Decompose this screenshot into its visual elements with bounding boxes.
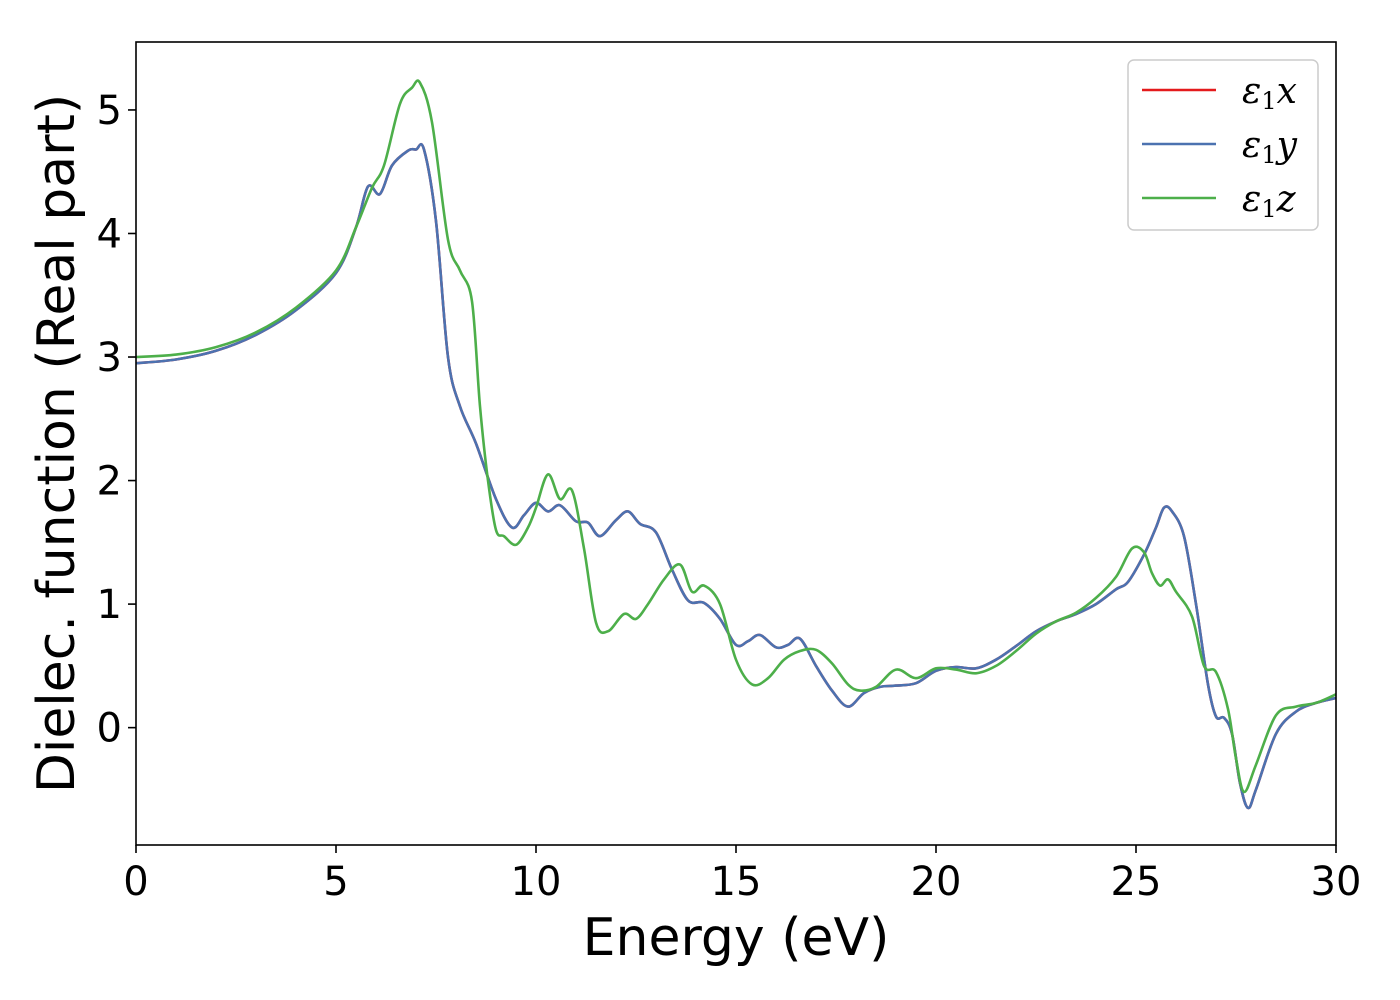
y-tick-label: 1 <box>97 582 122 628</box>
series-line-y <box>136 142 1336 810</box>
x-tick-label: 15 <box>711 859 762 905</box>
y-axis-title: Dielec. function (Real part) <box>27 94 87 793</box>
x-tick-label: 25 <box>1111 859 1162 905</box>
x-axis-title: Energy (eV) <box>583 908 890 968</box>
y-tick-label: 3 <box>97 335 122 381</box>
series-line-x <box>136 142 1336 810</box>
x-tick-label: 10 <box>511 859 562 905</box>
legend-label-z: ε1z <box>1242 179 1297 223</box>
legend-box <box>1127 59 1319 231</box>
legend-label-y: ε1y <box>1242 125 1298 169</box>
series-layer <box>136 79 1336 810</box>
legend-label-x: ε1x <box>1242 71 1297 115</box>
y-tick-label: 0 <box>97 706 122 752</box>
ticks-layer: 0 5 10 15 20 25 30 0 1 2 3 4 5 <box>97 88 1362 905</box>
x-tick-label: 0 <box>123 859 148 905</box>
y-tick-label: 4 <box>97 211 122 257</box>
x-tick-label: 20 <box>911 859 962 905</box>
x-tick-label: 30 <box>1311 859 1362 905</box>
y-tick-label: 5 <box>97 88 122 134</box>
series-line-z <box>136 79 1336 794</box>
y-tick-label: 2 <box>97 459 122 505</box>
legend: ε1x ε1y ε1z <box>1127 59 1319 231</box>
x-tick-label: 5 <box>323 859 348 905</box>
